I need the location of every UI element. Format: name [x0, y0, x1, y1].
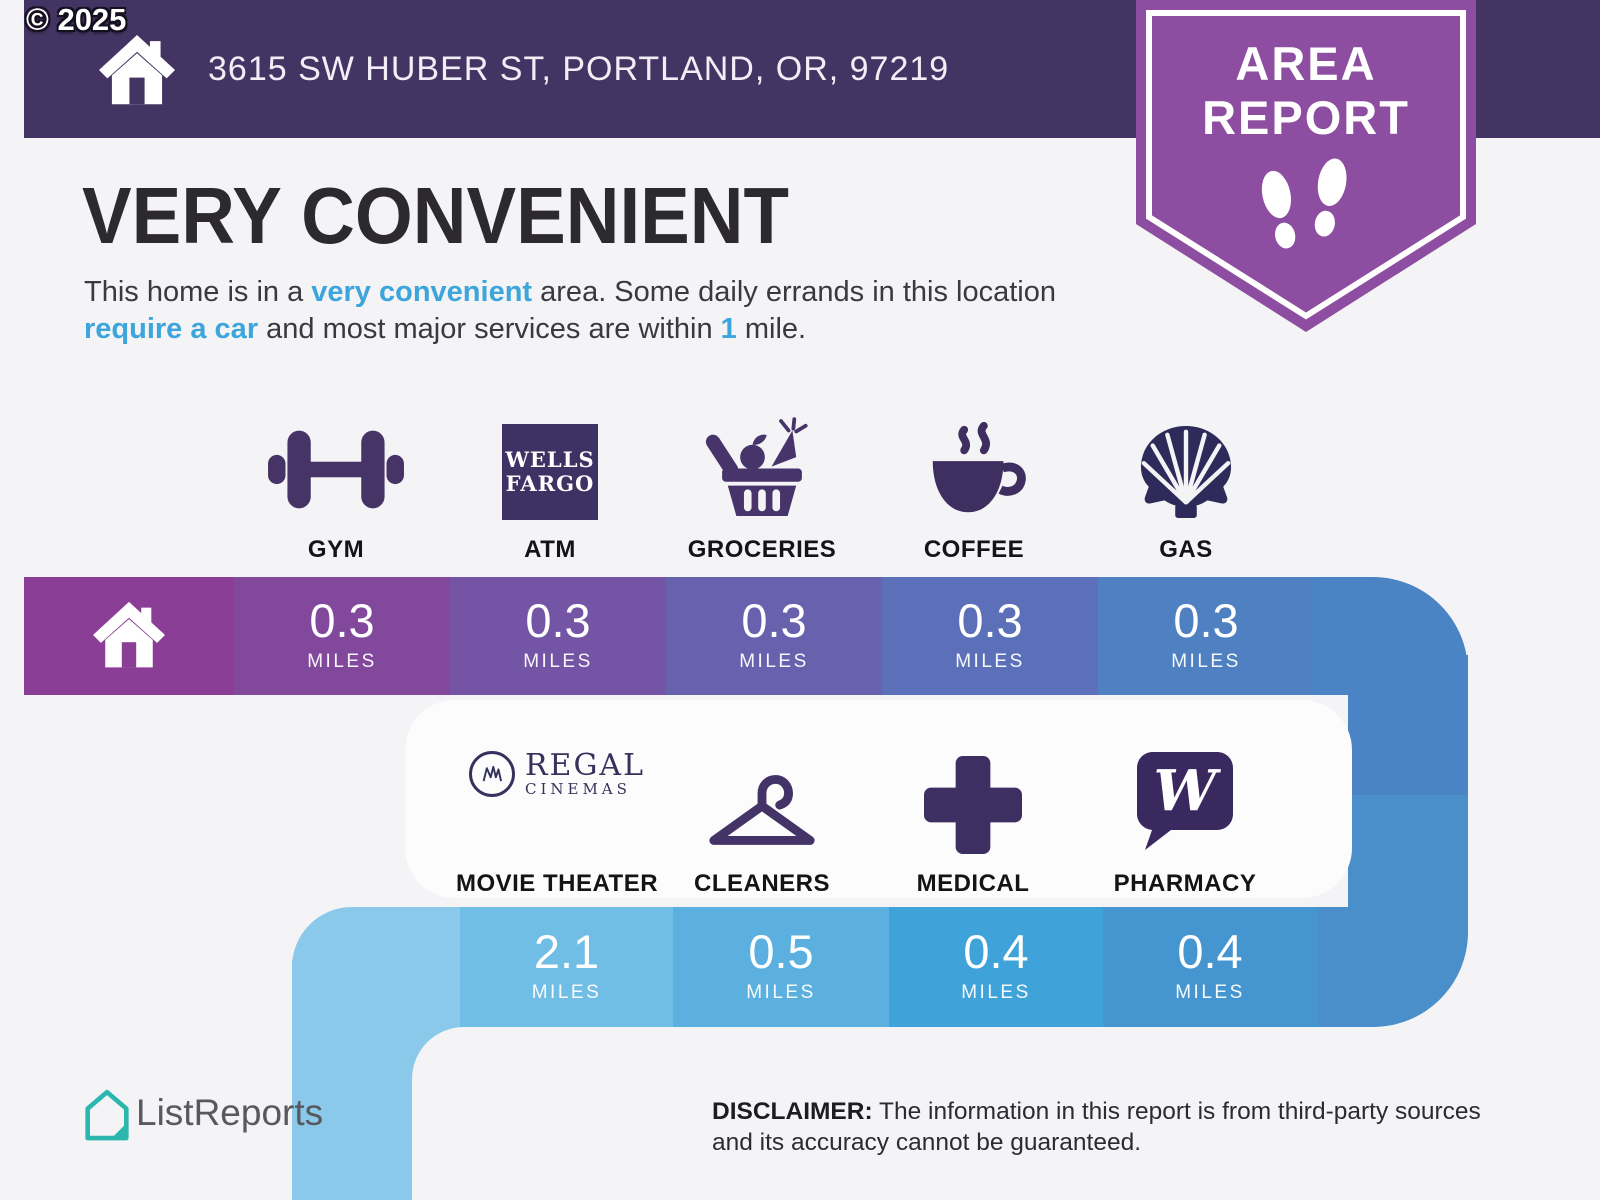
amenity-movie-theater: REGAL CINEMAS MOVIE THEATER — [427, 722, 687, 898]
badge-title-line2: REPORT — [1202, 91, 1410, 144]
home-icon — [93, 601, 165, 668]
distance-unit: MILES — [531, 982, 602, 1003]
disclaimer-text: DISCLAIMER: The information in this repo… — [712, 1098, 1481, 1156]
property-address: 3615 SW HUBER ST, PORTLAND, OR, 97219 — [208, 50, 950, 88]
distance-value: 0.3 — [741, 594, 807, 647]
distance-unit: MILES — [1175, 982, 1245, 1003]
distance-segment-medical: 0.4 MILES — [889, 907, 1103, 1027]
distance-segment-gas: 0.3 MILES — [1098, 577, 1314, 695]
amenity-gas: GAS — [1076, 408, 1296, 564]
summary-part: mile. — [736, 313, 807, 345]
listreports-logo-text: ListReports — [136, 1092, 324, 1133]
distance-segment-gym: 0.3 MILES — [234, 577, 450, 695]
amenity-label: CLEANERS — [693, 870, 830, 897]
walgreens-logo: W — [1137, 752, 1233, 850]
route-connector-upper — [1348, 655, 1468, 795]
home-segment — [24, 577, 234, 695]
amenity-label: COFFEE — [923, 536, 1025, 563]
distance-segment-atm: 0.3 MILES — [450, 577, 666, 695]
coffee-cup-icon — [932, 422, 1026, 513]
distance-value: 0.3 — [525, 594, 591, 647]
amenity-label: ATM — [524, 536, 576, 563]
distance-unit: MILES — [746, 982, 816, 1003]
dumbbell-icon — [268, 430, 404, 509]
route-connector-left — [292, 960, 412, 1200]
route-connector-lower — [1348, 795, 1468, 1027]
badge-shape — [1136, 0, 1476, 332]
distance-unit: MILES — [1171, 651, 1241, 672]
shell-logo — [1140, 425, 1232, 519]
distance-value: 0.3 — [309, 594, 375, 647]
amenity-pharmacy: W PHARMACY — [1055, 722, 1315, 898]
grocery-basket-icon — [705, 417, 808, 516]
copyright-text: © 2025 — [26, 2, 127, 37]
distance-segment-movie-theater: 2.1 MILES — [460, 907, 673, 1027]
distance-value: 0.4 — [1177, 925, 1243, 978]
badge-title-line1: AREA — [1235, 37, 1377, 90]
summary-highlight: require a car — [84, 313, 259, 345]
brand-text: WELLS — [505, 446, 595, 472]
listreports-logo-icon — [85, 1089, 129, 1141]
route-fillet-mask — [412, 1027, 516, 1131]
amenity-groceries: GROCERIES — [652, 408, 872, 564]
distance-unit: MILES — [955, 651, 1025, 672]
distance-segment-pharmacy: 0.4 MILES — [1103, 907, 1317, 1027]
amenity-coffee: COFFEE — [864, 408, 1084, 564]
distance-segment-coffee: 0.3 MILES — [882, 577, 1098, 695]
summary-highlight: 1 — [720, 313, 737, 345]
hanger-icon — [709, 775, 815, 845]
distance-value: 0.3 — [957, 594, 1023, 647]
footprints-icon — [1261, 158, 1347, 249]
page-title: VERY CONVENIENT — [82, 171, 789, 260]
amenity-label: MEDICAL — [916, 870, 1030, 897]
amenity-label: GYM — [307, 536, 365, 563]
summary-part: and most major services are within — [258, 313, 721, 345]
amenity-medical: MEDICAL — [843, 722, 1103, 898]
medical-cross-icon — [924, 756, 1022, 854]
amenity-atm: WELLS FARGO ATM — [440, 408, 660, 564]
route-tail-bar2 — [1317, 907, 1351, 1027]
home-icon — [99, 35, 175, 105]
amenity-gym: GYM — [226, 408, 446, 564]
amenity-cleaners: CLEANERS — [632, 722, 892, 898]
brand-text: CINEMAS — [524, 779, 631, 798]
distance-unit: MILES — [523, 651, 593, 672]
distance-value: 2.1 — [533, 925, 600, 978]
amenity-label: MOVIE THEATER — [455, 870, 659, 897]
brand-text: W — [1154, 758, 1222, 824]
regal-cinemas-logo: REGAL CINEMAS — [468, 747, 646, 798]
brand-text: FARGO — [505, 471, 595, 496]
amenity-label: GROCERIES — [687, 536, 837, 563]
distance-segment-groceries: 0.3 MILES — [666, 577, 882, 695]
distance-value: 0.4 — [963, 925, 1029, 978]
distance-value: 0.5 — [748, 925, 814, 978]
area-report-badge: AREA REPORT — [1136, 0, 1476, 332]
disclaimer-label: DISCLAIMER: — [712, 1098, 873, 1125]
distance-segment-cleaners: 0.5 MILES — [673, 907, 889, 1027]
summary-part: This home is in a — [84, 276, 312, 308]
summary-text: This home is in a very convenient area. … — [84, 274, 1094, 348]
distance-value: 0.3 — [1173, 594, 1239, 647]
summary-highlight: very convenient — [311, 276, 533, 308]
amenity-label: PHARMACY — [1113, 870, 1257, 897]
wells-fargo-logo: WELLS FARGO — [502, 424, 598, 520]
distance-unit: MILES — [739, 651, 809, 672]
distance-unit: MILES — [307, 651, 377, 672]
amenity-label: GAS — [1159, 536, 1213, 563]
regal-crown-icon — [468, 751, 515, 797]
summary-part: area. Some daily errands in this locatio… — [532, 276, 1056, 308]
brand-text: REGAL — [524, 747, 646, 783]
distance-unit: MILES — [961, 982, 1031, 1003]
